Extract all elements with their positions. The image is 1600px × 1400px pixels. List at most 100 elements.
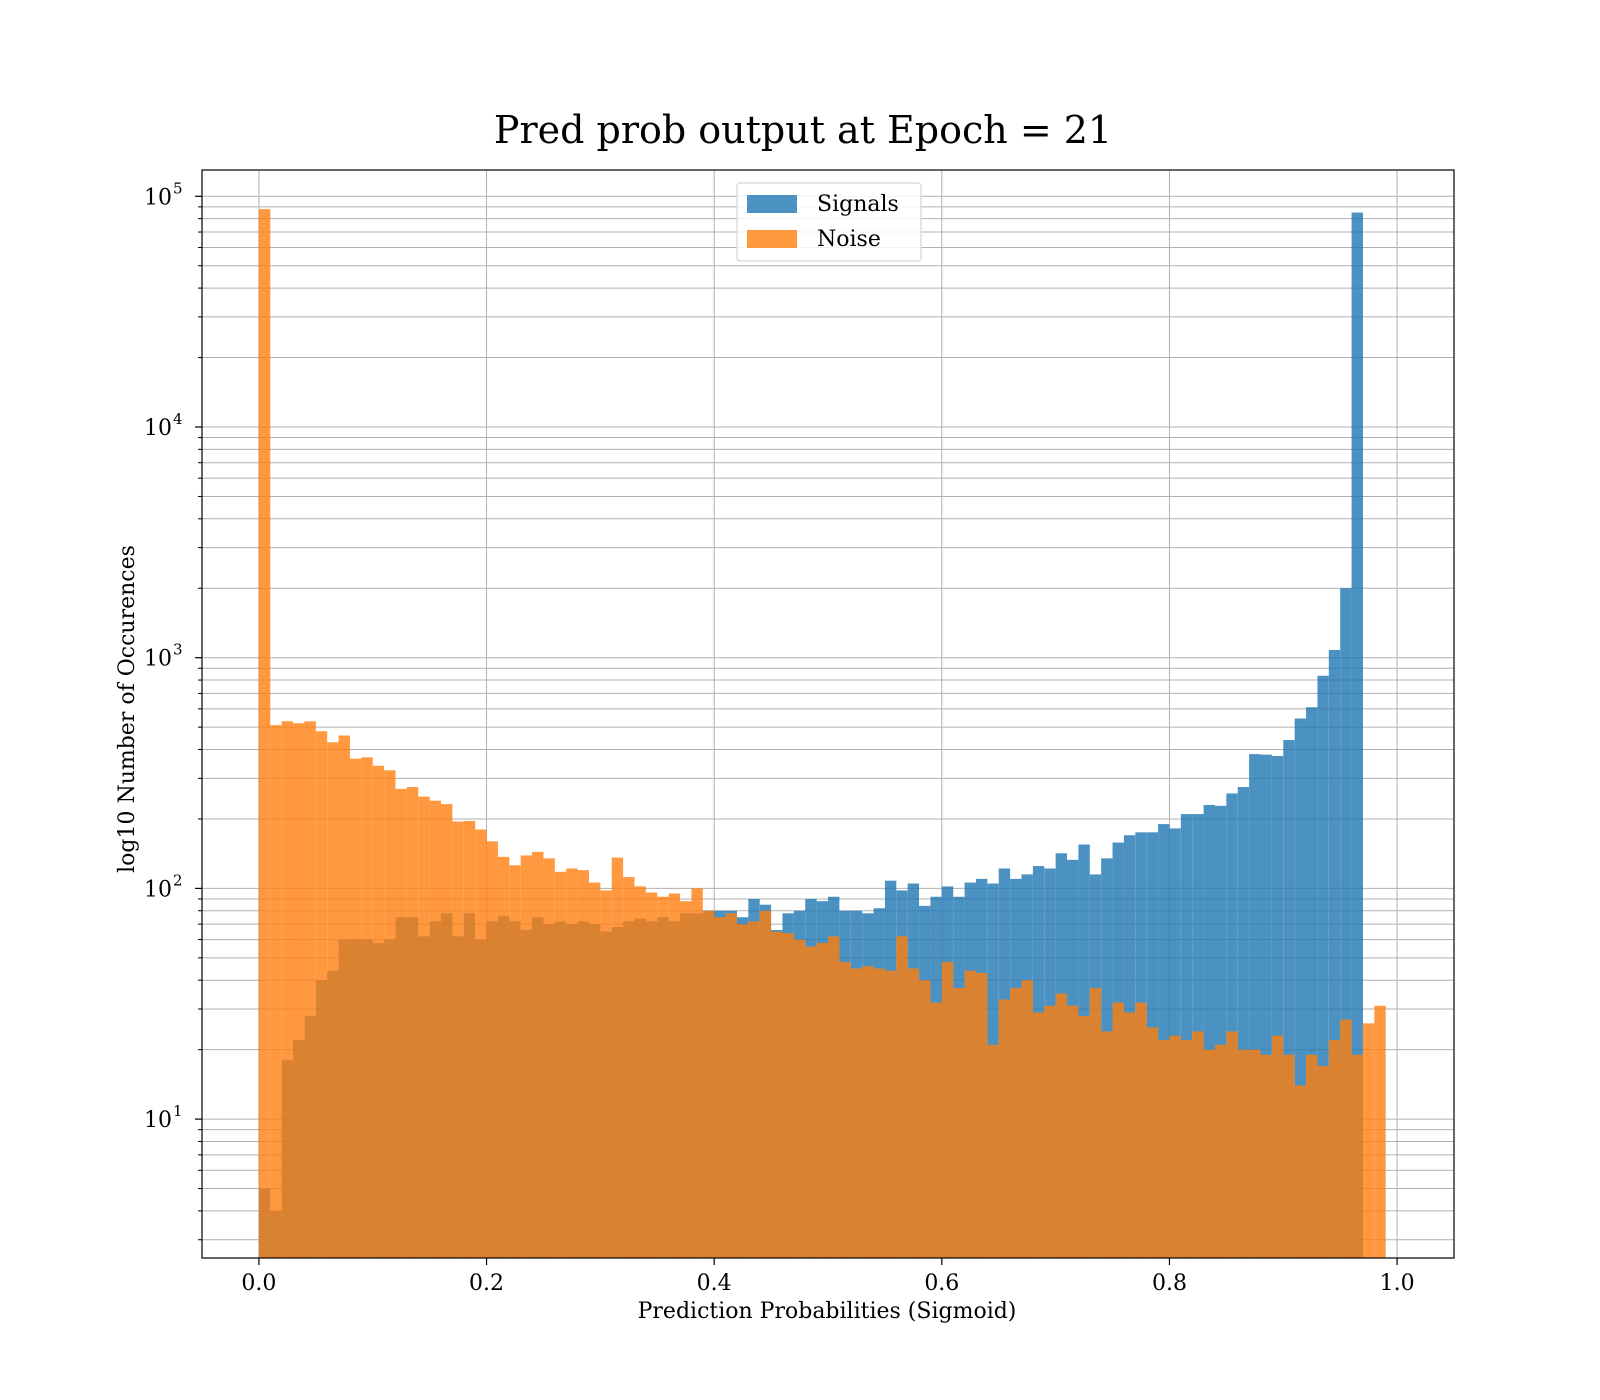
signals-bar bbox=[1294, 718, 1307, 1258]
noise-bar bbox=[588, 882, 601, 1258]
noise-bar bbox=[714, 917, 726, 1258]
noise-bar bbox=[1283, 1054, 1295, 1258]
noise-bar bbox=[600, 890, 612, 1258]
y-tick-exponent: 1 bbox=[173, 1102, 183, 1120]
noise-bar bbox=[406, 787, 419, 1258]
noise-bar bbox=[941, 961, 954, 1258]
legend-swatch-noise bbox=[747, 230, 797, 248]
noise-bar bbox=[338, 735, 350, 1258]
x-tick-label: 1.0 bbox=[1380, 1271, 1415, 1296]
signals-bar bbox=[1203, 804, 1215, 1258]
signals-bar bbox=[1271, 755, 1284, 1258]
noise-bar bbox=[463, 820, 476, 1258]
noise-bar bbox=[919, 980, 931, 1258]
noise-bar bbox=[543, 858, 555, 1258]
noise-bar bbox=[486, 841, 498, 1258]
noise-bar bbox=[1306, 1054, 1318, 1258]
noise-bar bbox=[873, 968, 885, 1258]
noise-bar bbox=[327, 742, 339, 1258]
noise-bar bbox=[1158, 1040, 1170, 1258]
noise-bar bbox=[1089, 988, 1102, 1258]
noise-bar bbox=[1192, 1031, 1204, 1258]
noise-bar bbox=[1123, 1012, 1136, 1258]
noise-bar bbox=[577, 870, 589, 1258]
noise-bar bbox=[1237, 1049, 1250, 1258]
noise-bar bbox=[1044, 1005, 1056, 1258]
noise-bar bbox=[816, 942, 828, 1258]
noise-bar bbox=[566, 868, 578, 1258]
signals-bar bbox=[1340, 588, 1352, 1258]
noise-bar bbox=[725, 913, 737, 1258]
x-tick-label: 0.6 bbox=[924, 1271, 959, 1296]
noise-bar bbox=[475, 829, 487, 1258]
noise-bar bbox=[805, 946, 817, 1258]
noise-bar bbox=[759, 910, 772, 1258]
noise-bar bbox=[1135, 1002, 1147, 1258]
y-tick-label: 10 bbox=[144, 1108, 172, 1133]
signals-bar bbox=[1306, 707, 1318, 1258]
noise-bar bbox=[509, 865, 521, 1258]
noise-bar bbox=[1101, 1031, 1113, 1258]
y-tick-exponent: 5 bbox=[173, 179, 183, 197]
noise-bar bbox=[1055, 993, 1068, 1258]
noise-bar bbox=[828, 936, 840, 1258]
noise-bar bbox=[1169, 1035, 1181, 1258]
noise-bar bbox=[1021, 980, 1033, 1258]
noise-bar bbox=[361, 757, 373, 1258]
noise-bar bbox=[1146, 1027, 1159, 1258]
noise-bar bbox=[1351, 1054, 1363, 1258]
legend: Signals Noise bbox=[736, 182, 922, 262]
noise-bar bbox=[429, 800, 442, 1258]
noise-bar bbox=[782, 933, 794, 1258]
noise-bar bbox=[281, 721, 294, 1258]
chart-title: Pred prob output at Epoch = 21 bbox=[494, 108, 1112, 152]
signals-bar bbox=[1351, 212, 1363, 1258]
signals-bar bbox=[1214, 805, 1227, 1258]
signals-bar bbox=[1237, 787, 1250, 1258]
noise-bar bbox=[645, 892, 658, 1258]
y-tick-exponent: 3 bbox=[173, 641, 183, 659]
noise-bar bbox=[1294, 1085, 1307, 1258]
noise-bar bbox=[554, 871, 567, 1258]
legend-label-noise: Noise bbox=[817, 227, 881, 252]
noise-bar bbox=[1203, 1049, 1215, 1258]
noise-bar bbox=[1260, 1054, 1272, 1258]
noise-bar bbox=[930, 1002, 942, 1258]
noise-bar bbox=[384, 770, 396, 1258]
x-tick-label: 0.0 bbox=[241, 1271, 276, 1296]
noise-bar bbox=[441, 804, 453, 1258]
noise-bar bbox=[532, 851, 544, 1258]
noise-bar bbox=[1226, 1031, 1238, 1258]
noise-bar bbox=[657, 896, 669, 1258]
noise-bar bbox=[315, 731, 328, 1258]
x-tick-label: 0.4 bbox=[697, 1271, 732, 1296]
x-tick-label: 0.8 bbox=[1152, 1271, 1187, 1296]
noise-bar bbox=[1249, 1049, 1261, 1258]
noise-bar bbox=[395, 788, 407, 1258]
y-tick-exponent: 4 bbox=[173, 410, 183, 428]
signals-bar bbox=[1283, 739, 1295, 1258]
noise-bar bbox=[907, 968, 920, 1258]
noise-bar bbox=[964, 970, 976, 1258]
noise-bar bbox=[793, 939, 806, 1258]
noise-bar bbox=[1340, 1019, 1352, 1258]
noise-bar bbox=[736, 924, 749, 1258]
y-tick-label: 10 bbox=[144, 416, 172, 441]
noise-bar bbox=[1328, 1040, 1341, 1258]
noise-bar bbox=[1317, 1065, 1329, 1258]
noise-bar bbox=[497, 856, 510, 1258]
noise-bar bbox=[1067, 1005, 1079, 1258]
noise-bar bbox=[349, 758, 362, 1258]
noise-bar bbox=[372, 765, 385, 1258]
noise-bar bbox=[1078, 1015, 1090, 1258]
y-tick-exponent: 2 bbox=[173, 871, 183, 889]
y-tick-label: 10 bbox=[144, 877, 172, 902]
noise-bar bbox=[1010, 988, 1022, 1258]
noise-bar bbox=[748, 921, 760, 1258]
signals-bar bbox=[1226, 793, 1238, 1258]
noise-bar bbox=[771, 931, 783, 1258]
noise-bar bbox=[418, 796, 430, 1258]
